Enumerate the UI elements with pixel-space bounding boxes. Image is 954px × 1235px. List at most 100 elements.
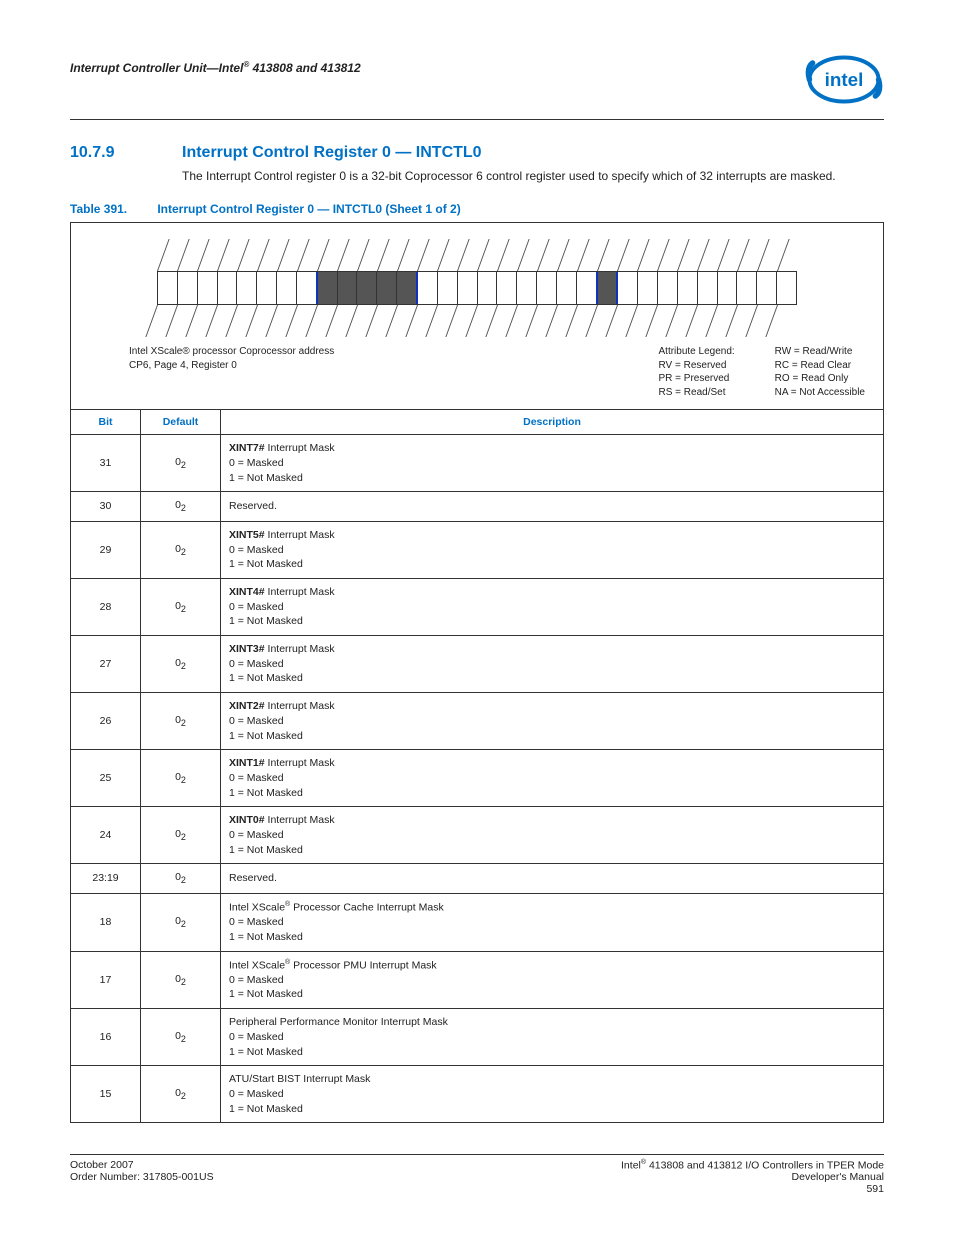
default-cell: 02 <box>141 894 221 952</box>
bit-cell <box>678 272 698 304</box>
bit-cell <box>397 272 418 304</box>
bit-cell <box>377 272 397 304</box>
bit-cell <box>517 272 537 304</box>
bit-cell: 29 <box>71 521 141 578</box>
description-cell: XINT7# Interrupt Mask0 = Masked1 = Not M… <box>221 435 884 492</box>
col-bit: Bit <box>71 410 141 435</box>
addr-line2: CP6, Page 4, Register 0 <box>129 359 619 373</box>
bit-cell <box>577 272 598 304</box>
description-cell: Reserved. <box>221 492 884 522</box>
default-cell: 02 <box>141 636 221 693</box>
page-header: Interrupt Controller Unit—Intel® 413808 … <box>70 60 884 120</box>
bit-cell: 23:19 <box>71 864 141 894</box>
default-cell: 02 <box>141 492 221 522</box>
bit-cell: 25 <box>71 750 141 807</box>
default-cell: 02 <box>141 1009 221 1066</box>
table-row: 1802Intel XScale® Processor Cache Interr… <box>71 894 884 952</box>
bit-cell: 28 <box>71 579 141 636</box>
bit-cell <box>737 272 757 304</box>
default-cell: 02 <box>141 1066 221 1123</box>
table-row: 1702Intel XScale® Processor PMU Interrup… <box>71 951 884 1009</box>
legend-item: RO = Read Only <box>775 372 865 386</box>
bit-cell <box>357 272 377 304</box>
table-caption-text: Interrupt Control Register 0 — INTCTL0 (… <box>157 202 460 216</box>
legend-item: RW = Read/Write <box>775 345 865 359</box>
description-cell: XINT3# Interrupt Mask0 = Masked1 = Not M… <box>221 636 884 693</box>
section-body: The Interrupt Control register 0 is a 32… <box>182 168 884 184</box>
bit-cell <box>497 272 517 304</box>
bit-cell <box>598 272 619 304</box>
default-cell: 02 <box>141 807 221 864</box>
bit-cell <box>757 272 777 304</box>
rw-legend: RW = Read/Write RC = Read Clear RO = Rea… <box>775 345 865 399</box>
page-footer: October 2007 Order Number: 317805-001US … <box>70 1154 884 1196</box>
description-cell: XINT4# Interrupt Mask0 = Masked1 = Not M… <box>221 579 884 636</box>
bit-cell: 24 <box>71 807 141 864</box>
bit-cell <box>537 272 557 304</box>
bit-cell <box>178 272 198 304</box>
default-cell: 02 <box>141 864 221 894</box>
bit-cell: 26 <box>71 693 141 750</box>
diagram-address: Intel XScale® processor Coprocessor addr… <box>89 345 619 399</box>
description-cell: XINT5# Interrupt Mask0 = Masked1 = Not M… <box>221 521 884 578</box>
table-row: 2602XINT2# Interrupt Mask0 = Masked1 = N… <box>71 693 884 750</box>
bit-cell <box>297 272 318 304</box>
bit-cell <box>438 272 458 304</box>
legend-item: PR = Preserved <box>659 372 735 386</box>
bit-cell: 16 <box>71 1009 141 1066</box>
bit-cell: 17 <box>71 951 141 1009</box>
default-cell: 02 <box>141 435 221 492</box>
description-cell: XINT1# Interrupt Mask0 = Masked1 = Not M… <box>221 750 884 807</box>
table-row: 1502ATU/Start BIST Interrupt Mask0 = Mas… <box>71 1066 884 1123</box>
bit-cell <box>158 272 178 304</box>
bit-cell <box>277 272 297 304</box>
default-cell: 02 <box>141 579 221 636</box>
bit-cell <box>338 272 358 304</box>
bit-cell <box>658 272 678 304</box>
attribute-legend: Attribute Legend: RV = Reserved PR = Pre… <box>659 345 735 399</box>
register-diagram: Intel XScale® processor Coprocessor addr… <box>70 222 884 409</box>
bit-cell <box>318 272 338 304</box>
default-cell: 02 <box>141 693 221 750</box>
legend-item: RV = Reserved <box>659 359 735 373</box>
footer-manual: Developer's Manual <box>621 1171 884 1183</box>
table-row: 2702XINT3# Interrupt Mask0 = Masked1 = N… <box>71 636 884 693</box>
intel-logo-icon: intel <box>804 52 884 107</box>
footer-date: October 2007 <box>70 1159 214 1171</box>
bit-cell <box>237 272 257 304</box>
bit-cell: 30 <box>71 492 141 522</box>
description-cell: Reserved. <box>221 864 884 894</box>
running-header: Interrupt Controller Unit—Intel® 413808 … <box>70 60 361 75</box>
table-row: 3102XINT7# Interrupt Mask0 = Masked1 = N… <box>71 435 884 492</box>
bit-cell <box>618 272 638 304</box>
description-cell: XINT2# Interrupt Mask0 = Masked1 = Not M… <box>221 693 884 750</box>
addr-line1: Intel XScale® processor Coprocessor addr… <box>129 345 619 359</box>
bit-cell <box>557 272 577 304</box>
table-row: 2402XINT0# Interrupt Mask0 = Masked1 = N… <box>71 807 884 864</box>
table-row: 2802XINT4# Interrupt Mask0 = Masked1 = N… <box>71 579 884 636</box>
description-cell: XINT0# Interrupt Mask0 = Masked1 = Not M… <box>221 807 884 864</box>
bit-cell <box>718 272 738 304</box>
table-row: 2902XINT5# Interrupt Mask0 = Masked1 = N… <box>71 521 884 578</box>
table-row: 23:1902Reserved. <box>71 864 884 894</box>
legend-header: Attribute Legend: <box>659 345 735 359</box>
section-number: 10.7.9 <box>70 144 150 162</box>
register-table: Bit Default Description 3102XINT7# Inter… <box>70 409 884 1123</box>
description-cell: Intel XScale® Processor Cache Interrupt … <box>221 894 884 952</box>
legend-item: RC = Read Clear <box>775 359 865 373</box>
default-cell: 02 <box>141 951 221 1009</box>
bit-cell <box>198 272 218 304</box>
bit-cell <box>257 272 277 304</box>
bit-cell <box>478 272 498 304</box>
legend-item: NA = Not Accessible <box>775 386 865 400</box>
table-label: Table 391. <box>70 202 154 216</box>
bit-cell <box>777 272 797 304</box>
legend-item: RS = Read/Set <box>659 386 735 400</box>
table-row: 2502XINT1# Interrupt Mask0 = Masked1 = N… <box>71 750 884 807</box>
footer-doc-title: Intel® 413808 and 413812 I/O Controllers… <box>621 1159 884 1172</box>
bit-cell <box>218 272 238 304</box>
col-default: Default <box>141 410 221 435</box>
bit-cell <box>458 272 478 304</box>
footer-page-num: 591 <box>621 1183 884 1195</box>
footer-order: Order Number: 317805-001US <box>70 1171 214 1183</box>
